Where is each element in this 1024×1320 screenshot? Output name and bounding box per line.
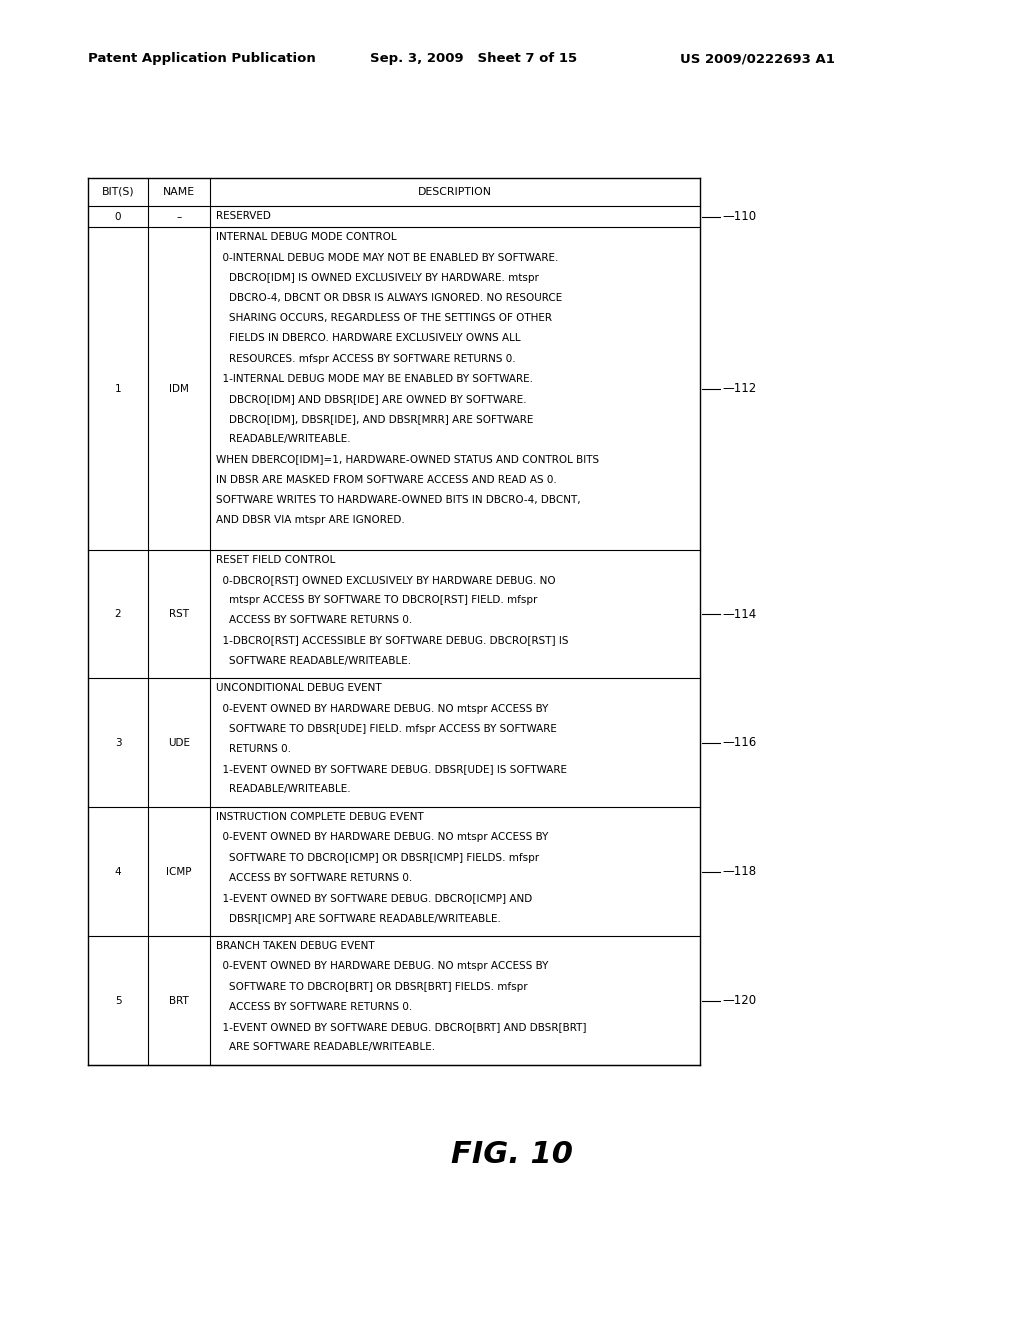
- Text: mtspr ACCESS BY SOFTWARE TO DBCRO[RST] FIELD. mfspr: mtspr ACCESS BY SOFTWARE TO DBCRO[RST] F…: [216, 595, 538, 605]
- Text: 1-EVENT OWNED BY SOFTWARE DEBUG. DBSR[UDE] IS SOFTWARE: 1-EVENT OWNED BY SOFTWARE DEBUG. DBSR[UD…: [216, 764, 567, 775]
- Text: READABLE/WRITEABLE.: READABLE/WRITEABLE.: [216, 434, 350, 445]
- Text: —112: —112: [722, 381, 757, 395]
- Text: SOFTWARE TO DBCRO[BRT] OR DBSR[BRT] FIELDS. mfspr: SOFTWARE TO DBCRO[BRT] OR DBSR[BRT] FIEL…: [216, 982, 527, 991]
- Text: 1-EVENT OWNED BY SOFTWARE DEBUG. DBCRO[ICMP] AND: 1-EVENT OWNED BY SOFTWARE DEBUG. DBCRO[I…: [216, 894, 532, 903]
- Text: —116: —116: [722, 737, 757, 750]
- Text: 4: 4: [115, 867, 121, 876]
- Text: INTERNAL DEBUG MODE CONTROL: INTERNAL DEBUG MODE CONTROL: [216, 232, 396, 243]
- Text: 3: 3: [115, 738, 121, 748]
- Text: DESCRIPTION: DESCRIPTION: [418, 187, 492, 197]
- Text: BRT: BRT: [169, 995, 188, 1006]
- Text: IDM: IDM: [169, 384, 189, 393]
- Text: DBCRO-4, DBCNT OR DBSR IS ALWAYS IGNORED. NO RESOURCE: DBCRO-4, DBCNT OR DBSR IS ALWAYS IGNORED…: [216, 293, 562, 304]
- Text: 0-DBCRO[RST] OWNED EXCLUSIVELY BY HARDWARE DEBUG. NO: 0-DBCRO[RST] OWNED EXCLUSIVELY BY HARDWA…: [216, 574, 556, 585]
- Text: 0: 0: [115, 211, 121, 222]
- Text: DBCRO[IDM] IS OWNED EXCLUSIVELY BY HARDWARE. mtspr: DBCRO[IDM] IS OWNED EXCLUSIVELY BY HARDW…: [216, 273, 539, 282]
- Text: ACCESS BY SOFTWARE RETURNS 0.: ACCESS BY SOFTWARE RETURNS 0.: [216, 615, 413, 626]
- Text: RST: RST: [169, 609, 189, 619]
- Text: 0-EVENT OWNED BY HARDWARE DEBUG. NO mtspr ACCESS BY: 0-EVENT OWNED BY HARDWARE DEBUG. NO mtsp…: [216, 833, 549, 842]
- Text: 1-EVENT OWNED BY SOFTWARE DEBUG. DBCRO[BRT] AND DBSR[BRT]: 1-EVENT OWNED BY SOFTWARE DEBUG. DBCRO[B…: [216, 1022, 587, 1032]
- Text: ACCESS BY SOFTWARE RETURNS 0.: ACCESS BY SOFTWARE RETURNS 0.: [216, 873, 413, 883]
- Text: 0-EVENT OWNED BY HARDWARE DEBUG. NO mtspr ACCESS BY: 0-EVENT OWNED BY HARDWARE DEBUG. NO mtsp…: [216, 704, 549, 714]
- Text: UDE: UDE: [168, 738, 190, 748]
- Text: 1-INTERNAL DEBUG MODE MAY BE ENABLED BY SOFTWARE.: 1-INTERNAL DEBUG MODE MAY BE ENABLED BY …: [216, 374, 534, 384]
- Text: ARE SOFTWARE READABLE/WRITEABLE.: ARE SOFTWARE READABLE/WRITEABLE.: [216, 1041, 435, 1052]
- Text: —114: —114: [722, 607, 757, 620]
- Text: Patent Application Publication: Patent Application Publication: [88, 51, 315, 65]
- Text: SOFTWARE WRITES TO HARDWARE-OWNED BITS IN DBCRO-4, DBCNT,: SOFTWARE WRITES TO HARDWARE-OWNED BITS I…: [216, 495, 581, 504]
- Text: READABLE/WRITEABLE.: READABLE/WRITEABLE.: [216, 784, 350, 795]
- Text: BRANCH TAKEN DEBUG EVENT: BRANCH TAKEN DEBUG EVENT: [216, 941, 375, 952]
- Text: NAME: NAME: [163, 187, 195, 197]
- Text: ACCESS BY SOFTWARE RETURNS 0.: ACCESS BY SOFTWARE RETURNS 0.: [216, 1002, 413, 1011]
- Text: —118: —118: [722, 865, 756, 878]
- Text: BIT(S): BIT(S): [101, 187, 134, 197]
- Text: RETURNS 0.: RETURNS 0.: [216, 744, 291, 754]
- Text: Sep. 3, 2009   Sheet 7 of 15: Sep. 3, 2009 Sheet 7 of 15: [370, 51, 578, 65]
- Text: UNCONDITIONAL DEBUG EVENT: UNCONDITIONAL DEBUG EVENT: [216, 684, 382, 693]
- Text: IN DBSR ARE MASKED FROM SOFTWARE ACCESS AND READ AS 0.: IN DBSR ARE MASKED FROM SOFTWARE ACCESS …: [216, 475, 557, 484]
- Text: AND DBSR VIA mtspr ARE IGNORED.: AND DBSR VIA mtspr ARE IGNORED.: [216, 515, 404, 525]
- Text: SOFTWARE TO DBCRO[ICMP] OR DBSR[ICMP] FIELDS. mfspr: SOFTWARE TO DBCRO[ICMP] OR DBSR[ICMP] FI…: [216, 853, 539, 863]
- Text: DBCRO[IDM] AND DBSR[IDE] ARE OWNED BY SOFTWARE.: DBCRO[IDM] AND DBSR[IDE] ARE OWNED BY SO…: [216, 393, 526, 404]
- Text: RESERVED: RESERVED: [216, 211, 271, 220]
- Text: SHARING OCCURS, REGARDLESS OF THE SETTINGS OF OTHER: SHARING OCCURS, REGARDLESS OF THE SETTIN…: [216, 313, 552, 323]
- Text: —110: —110: [722, 210, 756, 223]
- Text: FIELDS IN DBERCO. HARDWARE EXCLUSIVELY OWNS ALL: FIELDS IN DBERCO. HARDWARE EXCLUSIVELY O…: [216, 334, 520, 343]
- Text: ICMP: ICMP: [166, 867, 191, 876]
- Text: US 2009/0222693 A1: US 2009/0222693 A1: [680, 51, 835, 65]
- Text: INSTRUCTION COMPLETE DEBUG EVENT: INSTRUCTION COMPLETE DEBUG EVENT: [216, 812, 424, 822]
- Text: SOFTWARE READABLE/WRITEABLE.: SOFTWARE READABLE/WRITEABLE.: [216, 656, 411, 665]
- Text: 1-DBCRO[RST] ACCESSIBLE BY SOFTWARE DEBUG. DBCRO[RST] IS: 1-DBCRO[RST] ACCESSIBLE BY SOFTWARE DEBU…: [216, 635, 568, 645]
- Text: SOFTWARE TO DBSR[UDE] FIELD. mfspr ACCESS BY SOFTWARE: SOFTWARE TO DBSR[UDE] FIELD. mfspr ACCES…: [216, 723, 557, 734]
- Text: 0-INTERNAL DEBUG MODE MAY NOT BE ENABLED BY SOFTWARE.: 0-INTERNAL DEBUG MODE MAY NOT BE ENABLED…: [216, 252, 558, 263]
- Text: DBSR[ICMP] ARE SOFTWARE READABLE/WRITEABLE.: DBSR[ICMP] ARE SOFTWARE READABLE/WRITEAB…: [216, 913, 501, 923]
- Text: WHEN DBERCO[IDM]=1, HARDWARE-OWNED STATUS AND CONTROL BITS: WHEN DBERCO[IDM]=1, HARDWARE-OWNED STATU…: [216, 454, 599, 465]
- Text: 5: 5: [115, 995, 121, 1006]
- Text: DBCRO[IDM], DBSR[IDE], AND DBSR[MRR] ARE SOFTWARE: DBCRO[IDM], DBSR[IDE], AND DBSR[MRR] ARE…: [216, 414, 534, 424]
- Text: –: –: [176, 211, 181, 222]
- Text: FIG. 10: FIG. 10: [451, 1140, 573, 1170]
- Text: 0-EVENT OWNED BY HARDWARE DEBUG. NO mtspr ACCESS BY: 0-EVENT OWNED BY HARDWARE DEBUG. NO mtsp…: [216, 961, 549, 972]
- Text: RESET FIELD CONTROL: RESET FIELD CONTROL: [216, 554, 336, 565]
- Text: 2: 2: [115, 609, 121, 619]
- Text: —120: —120: [722, 994, 756, 1007]
- Text: 1: 1: [115, 384, 121, 393]
- Text: RESOURCES. mfspr ACCESS BY SOFTWARE RETURNS 0.: RESOURCES. mfspr ACCESS BY SOFTWARE RETU…: [216, 354, 516, 363]
